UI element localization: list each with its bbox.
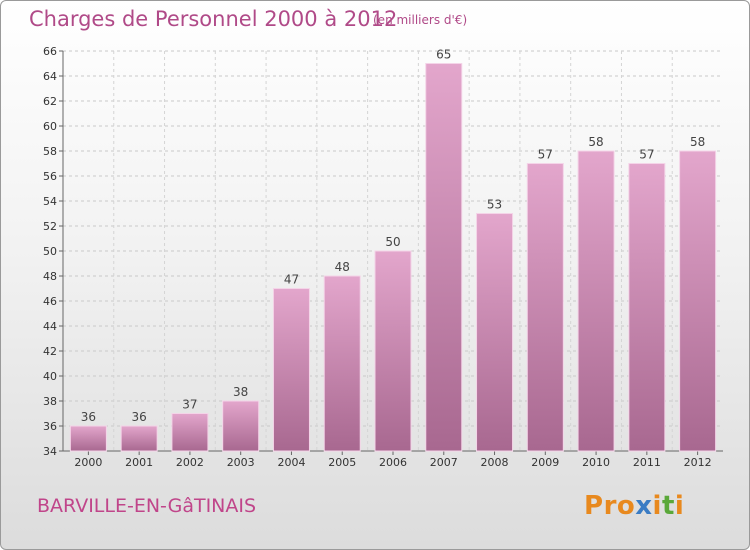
x-tick-label: 2009 [531, 456, 559, 469]
x-tick-label: 2012 [684, 456, 712, 469]
bar [171, 413, 209, 452]
chart-subtitle: (en milliers d'€) [373, 13, 468, 27]
x-tick-label: 2006 [379, 456, 407, 469]
x-tick-label: 2008 [481, 456, 509, 469]
proxiti-logo[interactable]: Proxiti [584, 491, 684, 521]
x-tick-label: 2010 [582, 456, 610, 469]
bar [425, 63, 463, 452]
y-tick-label: 44 [43, 320, 57, 333]
y-tick-label: 58 [43, 145, 57, 158]
y-tick-label: 46 [43, 295, 57, 308]
bar [272, 288, 310, 452]
bar [323, 275, 361, 452]
bars [69, 63, 717, 452]
data-label: 53 [487, 198, 502, 212]
bar [222, 400, 260, 452]
y-tick-label: 54 [43, 195, 57, 208]
logo-letter: o [616, 491, 636, 521]
y-tick-label: 34 [43, 445, 57, 458]
data-label: 58 [588, 135, 603, 149]
data-label: 50 [385, 235, 400, 249]
x-tick-label: 2011 [633, 456, 661, 469]
x-tick-label: 2005 [328, 456, 356, 469]
y-tick-label: 64 [43, 70, 57, 83]
logo-letter: x [635, 491, 653, 521]
data-label: 38 [233, 385, 248, 399]
y-tick-label: 48 [43, 270, 57, 283]
data-label: 58 [690, 135, 705, 149]
commune-name: BARVILLE-EN-GâTINAIS [37, 495, 257, 517]
data-label: 48 [335, 260, 350, 274]
data-label: 36 [81, 410, 96, 424]
chart-title: Charges de Personnel 2000 à 2012 [29, 7, 398, 31]
logo-letter: r [603, 491, 617, 521]
y-tick-label: 50 [43, 245, 57, 258]
logo-letter: P [584, 491, 604, 521]
bar [679, 150, 717, 452]
bar [476, 213, 514, 452]
bar [526, 163, 564, 452]
y-tick-label: 60 [43, 120, 57, 133]
y-tick-label: 62 [43, 95, 57, 108]
x-tick-label: 2007 [430, 456, 458, 469]
bar [374, 250, 412, 452]
y-tick-label: 40 [43, 370, 57, 383]
y-tick-label: 66 [43, 45, 57, 58]
x-tick-label: 2004 [277, 456, 305, 469]
data-label: 37 [182, 398, 197, 412]
bar [628, 163, 666, 452]
y-tick-label: 56 [43, 170, 57, 183]
y-tick-label: 36 [43, 420, 57, 433]
y-tick-label: 42 [43, 345, 57, 358]
bar [577, 150, 615, 452]
x-tick-label: 2000 [74, 456, 102, 469]
data-label: 47 [284, 273, 299, 287]
bar [120, 425, 158, 452]
x-tick-label: 2003 [227, 456, 255, 469]
y-tick-label: 52 [43, 220, 57, 233]
logo-letter: i [674, 491, 685, 521]
data-label: 57 [639, 148, 654, 162]
data-label: 57 [538, 148, 553, 162]
logo-letter: i [652, 491, 662, 521]
logo-letter: t [661, 491, 675, 521]
data-label: 36 [132, 410, 147, 424]
x-tick-label: 2002 [176, 456, 204, 469]
bar [69, 425, 107, 452]
data-label: 65 [436, 48, 451, 62]
data-labels: 36 36 37 38 47 48 50 65 53 57 58 57 58 [81, 48, 706, 425]
x-tick-label: 2001 [125, 456, 153, 469]
y-tick-label: 38 [43, 395, 57, 408]
